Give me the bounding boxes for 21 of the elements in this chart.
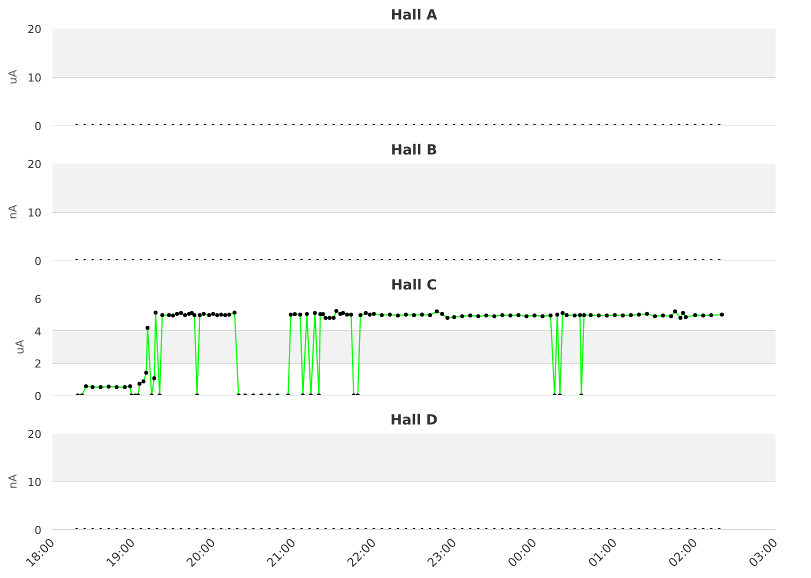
chart-title: Hall C: [391, 278, 437, 294]
y-axis-title: nA: [6, 204, 20, 220]
y-axis-title: uA: [6, 69, 20, 84]
chart-title: Hall D: [390, 412, 438, 428]
y-tick-label: 0: [34, 255, 42, 268]
y-axis-title: nA: [6, 474, 20, 489]
y-axis-title: uA: [14, 339, 26, 354]
y-tick-label: 20: [28, 158, 42, 171]
y-tick-label: 2: [34, 358, 42, 371]
y-tick-label: 10: [28, 206, 42, 220]
y-tick-label: 6: [34, 293, 42, 306]
chart-title: Hall B: [390, 142, 438, 158]
y-tick-label: 10: [28, 476, 42, 489]
y-tick-label: 0: [34, 524, 42, 537]
y-tick-label: 20: [28, 23, 42, 36]
y-tick-label: 4: [34, 325, 42, 338]
chart-title: Hall A: [390, 8, 438, 24]
y-tick-label: 0: [34, 120, 42, 133]
y-tick-label: 10: [28, 72, 42, 84]
y-tick-label: 0: [34, 390, 42, 403]
y-tick-label: 20: [28, 428, 42, 441]
